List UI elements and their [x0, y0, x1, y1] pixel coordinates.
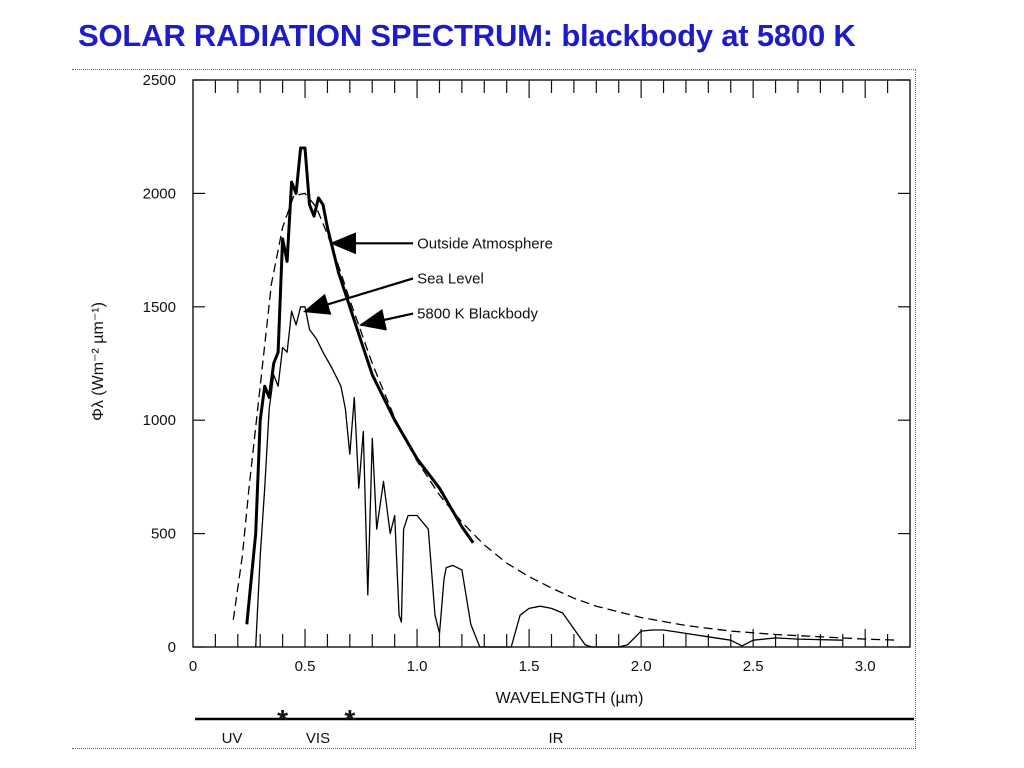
series-line-5800-k-blackbody [232, 192, 899, 641]
x-tick-label: 2.0 [631, 658, 652, 675]
annotation-arrow [358, 309, 414, 331]
x-tick-label: 1.0 [407, 658, 428, 675]
annotation-label: 5800 K Blackbody [417, 306, 538, 323]
y-tick-label: 0 [168, 639, 176, 656]
x-tick-label: 2.5 [743, 658, 764, 675]
annotation-label: Sea Level [417, 270, 484, 287]
x-tick-label: 1.5 [519, 658, 540, 675]
y-tick-label: 1500 [143, 299, 176, 316]
plot-frame [192, 79, 911, 648]
x-axis-label: WAVELENGTH (µm) [496, 690, 644, 707]
x-tick-label: 3.0 [855, 658, 876, 675]
y-axis-label: Φλ (Wm⁻² µm⁻¹) [90, 302, 107, 421]
band-label-ir: IR [549, 730, 564, 747]
y-tick-label: 2000 [143, 185, 176, 202]
x-tick-label: 0 [189, 658, 197, 675]
series-line-outside-atmosphere [245, 146, 475, 625]
y-tick-label: 1000 [143, 412, 176, 429]
band-label-vis: VIS [306, 730, 330, 747]
annotation-arrow [302, 277, 414, 315]
frame-top-border [72, 69, 916, 70]
frame-right-border [915, 69, 916, 749]
x-tick-label: 0.5 [295, 658, 316, 675]
slide-title: SOLAR RADIATION SPECTRUM: blackbody at 5… [78, 18, 856, 53]
frame-bottom-border [72, 748, 916, 749]
band-label-uv: UV [222, 730, 243, 747]
y-tick-label: 2500 [143, 72, 176, 89]
series-line-sea-level [255, 306, 843, 648]
band-marker-asterisk: * [344, 704, 355, 735]
annotation-label: Outside Atmosphere [417, 235, 553, 252]
y-tick-label: 500 [151, 526, 176, 543]
band-marker-asterisk: * [277, 704, 288, 735]
